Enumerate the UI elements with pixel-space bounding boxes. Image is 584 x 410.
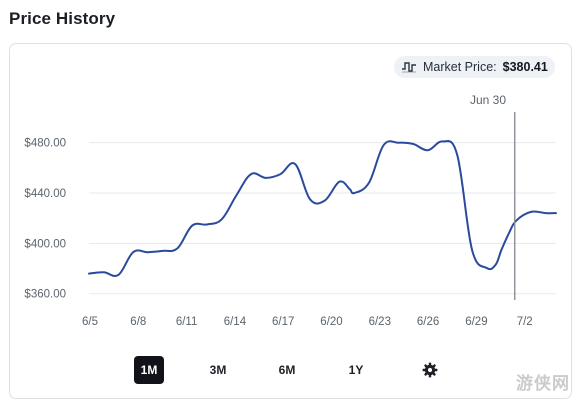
chart-settings-button[interactable] xyxy=(416,356,444,384)
range-button-label: 1M xyxy=(140,363,158,377)
range-button-1y[interactable]: 1Y xyxy=(341,356,371,384)
x-tick-label: 6/20 xyxy=(320,316,342,328)
price-history-card xyxy=(9,43,572,399)
range-button-3m[interactable]: 3M xyxy=(203,356,233,384)
chart-grid xyxy=(89,142,556,295)
market-price-value: $380.41 xyxy=(502,60,548,74)
x-axis-ticks: 6/5 6/8 6/11 6/14 6/17 6/20 6/23 6/26 6/29 7/2 xyxy=(82,316,533,328)
y-tick-label: $360.00 xyxy=(24,289,66,301)
range-button-label: 3M xyxy=(209,363,227,377)
gear-icon xyxy=(422,362,438,378)
price-series-line xyxy=(88,140,557,277)
x-tick-label: 6/17 xyxy=(272,316,294,328)
price-history-icon xyxy=(402,62,416,73)
y-tick-label: $400.00 xyxy=(24,238,66,250)
y-tick-label: $480.00 xyxy=(24,138,66,150)
range-button-6m[interactable]: 6M xyxy=(272,356,302,384)
range-button-1m[interactable]: 1M xyxy=(134,356,164,384)
market-price-badge: Market Price: $380.41 xyxy=(394,56,555,78)
range-button-label: 6M xyxy=(278,363,296,377)
watermark: 游侠网 xyxy=(516,374,570,393)
y-axis-ticks: $360.00 $400.00 $440.00 $480.00 xyxy=(24,138,66,301)
x-tick-label: 6/14 xyxy=(224,316,247,328)
y-tick-label: $440.00 xyxy=(24,188,66,200)
x-tick-label: 7/2 xyxy=(517,316,533,328)
x-tick-label: 6/11 xyxy=(176,316,198,328)
x-tick-label: 6/5 xyxy=(82,316,98,328)
hover-date-label: Jun 30 xyxy=(470,93,507,107)
x-tick-label: 6/8 xyxy=(130,316,146,328)
x-tick-label: 6/29 xyxy=(465,316,487,328)
page-title: Price History xyxy=(9,9,116,28)
x-tick-label: 6/26 xyxy=(417,316,439,328)
market-price-label: Market Price: xyxy=(423,60,497,74)
range-button-label: 1Y xyxy=(348,363,364,377)
x-tick-label: 6/23 xyxy=(369,316,391,328)
